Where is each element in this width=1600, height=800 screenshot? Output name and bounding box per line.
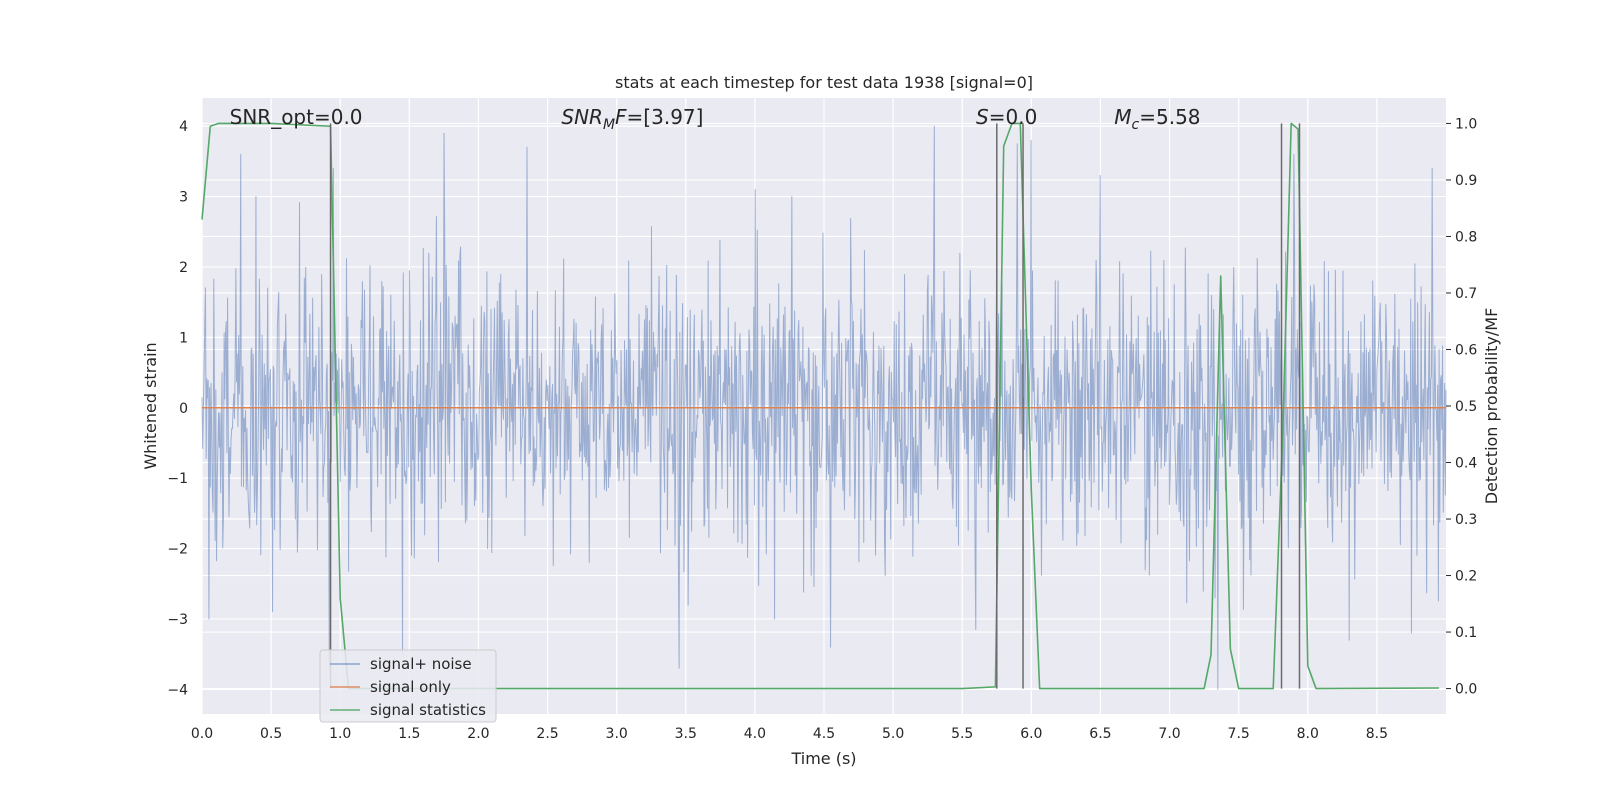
x-tick-label: 3.0 [606,726,628,742]
y-right-tick-label: 1.0 [1455,116,1477,132]
y-tick-label: −1 [167,471,188,487]
y-axis-right-title: Detection probability/MF [1482,308,1501,505]
y-tick-label: 0 [179,401,188,417]
x-tick-label: 8.5 [1366,726,1388,742]
legend: signal+ noise signal only signal statistic… [319,649,497,723]
x-axis-title: Time (s) [790,749,856,768]
legend-label: signal+ noise [370,655,472,673]
y-tick-label: −3 [167,612,188,628]
annotation-text: Mc=5.58 [1114,105,1200,133]
legend-box [319,649,497,723]
annotations: SNR_opt=0.0 SNRMF=[3.97] S=0.0 Mc=5.58 [230,105,1201,133]
y-tick-label: 2 [179,260,188,276]
y-right-tick-label: 0.0 [1455,682,1477,698]
x-tick-label: 4.5 [813,726,835,742]
y-tick-label: 3 [179,190,188,206]
x-tick-label: 6.5 [1089,726,1111,742]
y-right-tick-label: 0.2 [1455,569,1477,585]
y-right-tick-label: 0.1 [1455,625,1477,641]
legend-label: signal statistics [370,701,486,719]
x-tick-label: 2.5 [536,726,558,742]
axes: 0.0 0.5 1.0 1.5 2.0 2.5 3.0 3.5 4.0 4.5 5.0 5.5 6.0 6… [167,116,1477,742]
y-right-tick-label: 0.7 [1455,286,1477,302]
y-right-tick-label: 0.3 [1455,512,1477,528]
y-right-tick-label: 0.6 [1455,342,1477,358]
x-tick-label: 6.0 [1020,726,1042,742]
x-tick-label: 0.5 [260,726,282,742]
vertical-lines [329,123,1301,689]
y-right-tick-label: 0.8 [1455,229,1477,245]
annotation-text: SNRMF=[3.97] [561,105,703,133]
annotation-text: S=0.0 [976,105,1037,129]
series-signal-statistics-line [201,122,1440,690]
x-tick-label: 2.0 [467,726,489,742]
y-right-tick-label: 0.9 [1455,173,1477,189]
y-tick-label: 4 [179,119,188,135]
x-tick-label: 7.0 [1158,726,1180,742]
x-tick-label: 5.5 [951,726,973,742]
series-layer [201,122,1447,690]
x-tick-label: 4.0 [744,726,766,742]
y-right-tick-label: 0.4 [1455,456,1477,472]
y-tick-label: −2 [167,542,188,558]
x-tick-label: 5.0 [882,726,904,742]
x-tick-label: 1.5 [398,726,420,742]
x-tick-label: 1.0 [329,726,351,742]
chart-title: stats at each timestep for test data 193… [615,73,1033,92]
x-tick-label: 0.0 [191,726,213,742]
x-tick-label: 8.0 [1297,726,1319,742]
annotation-text: SNR_opt=0.0 [230,105,363,129]
legend-label: signal only [370,678,451,696]
y-tick-label: 1 [179,330,188,346]
series-signal-noise-line [201,125,1447,690]
x-tick-label: 3.5 [675,726,697,742]
x-tick-label: 7.5 [1228,726,1250,742]
y-axis-title: Whitened strain [141,342,160,469]
y-tick-label: −4 [167,682,188,698]
y-right-tick-label: 0.5 [1455,399,1477,415]
